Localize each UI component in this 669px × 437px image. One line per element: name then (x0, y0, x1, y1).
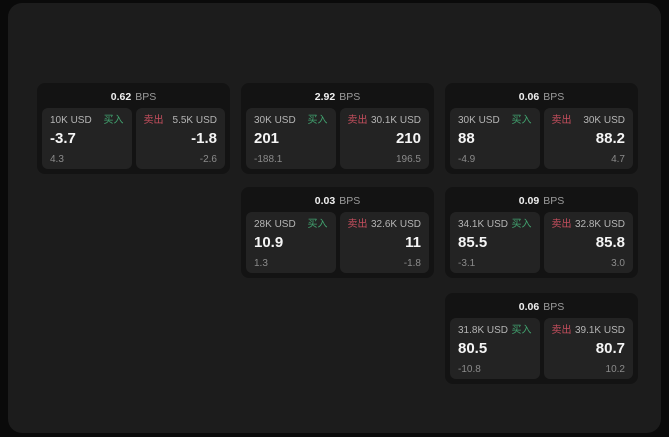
sell-quote-tile[interactable]: 卖出 32.8K USD 85.8 3.0 (543, 212, 633, 273)
buy-delta: -4.9 (458, 154, 476, 165)
buy-quote-tile[interactable]: 34.1K USD 买入 85.5 -3.1 (450, 212, 540, 273)
sell-amount: 30K USD (583, 115, 625, 126)
sell-price: 80.7 (595, 340, 625, 357)
bps-unit-label: BPS (543, 195, 565, 207)
bps-header: 0.06 BPS (450, 88, 633, 108)
bps-value: 0.03 (314, 195, 336, 207)
sell-amount: 32.6K USD (370, 219, 421, 230)
sell-delta: -2.6 (199, 154, 217, 165)
buy-side-label: 买入 (511, 115, 532, 126)
buy-price: 80.5 (458, 340, 488, 357)
sell-side-label: 卖出 (143, 115, 164, 126)
buy-price: 88 (458, 130, 475, 147)
bps-header: 0.03 BPS (246, 192, 429, 212)
bps-value: 0.06 (518, 91, 540, 103)
quote-card: 0.09 BPS 34.1K USD 买入 85.5 -3.1 卖出 32.8K … (445, 187, 638, 278)
quote-card-body: 30K USD 买入 88 -4.9 卖出 30K USD 88.2 4.7 (450, 108, 633, 169)
sell-quote-tile[interactable]: 卖出 30.1K USD 210 196.5 (339, 108, 429, 169)
buy-quote-tile[interactable]: 30K USD 买入 201 -188.1 (246, 108, 336, 169)
buy-delta: 1.3 (254, 258, 268, 269)
buy-delta: -3.1 (458, 258, 476, 269)
sell-amount: 30.1K USD (370, 115, 421, 126)
sell-price: -1.8 (191, 130, 217, 147)
sell-price: 85.8 (595, 234, 625, 251)
sell-delta: 196.5 (395, 154, 421, 165)
sell-price: 88.2 (595, 130, 625, 147)
buy-quote-tile[interactable]: 28K USD 买入 10.9 1.3 (246, 212, 336, 273)
buy-side-label: 买入 (307, 219, 328, 230)
buy-amount: 30K USD (254, 115, 296, 126)
quote-card: 0.06 BPS 31.8K USD 买入 80.5 -10.8 卖出 39.1K… (445, 293, 638, 384)
buy-price: 85.5 (458, 234, 488, 251)
buy-quote-tile[interactable]: 10K USD 买入 -3.7 4.3 (42, 108, 132, 169)
buy-side-label: 买入 (307, 115, 328, 126)
buy-price: -3.7 (50, 130, 76, 147)
sell-delta: 4.7 (611, 154, 625, 165)
buy-amount: 28K USD (254, 219, 296, 230)
bps-value: 0.62 (110, 91, 132, 103)
buy-delta: 4.3 (50, 154, 64, 165)
quote-card-body: 31.8K USD 买入 80.5 -10.8 卖出 39.1K USD 80.… (450, 318, 633, 379)
buy-quote-tile[interactable]: 31.8K USD 买入 80.5 -10.8 (450, 318, 540, 379)
bps-header: 0.09 BPS (450, 192, 633, 212)
bps-header: 0.06 BPS (450, 298, 633, 318)
buy-amount: 10K USD (50, 115, 92, 126)
buy-quote-tile[interactable]: 30K USD 买入 88 -4.9 (450, 108, 540, 169)
quote-card-body: 10K USD 买入 -3.7 4.3 卖出 5.5K USD -1.8 -2.… (42, 108, 225, 169)
bps-value: 2.92 (314, 91, 336, 103)
sell-amount: 5.5K USD (172, 115, 217, 126)
sell-delta: 3.0 (611, 258, 625, 269)
quote-card-body: 30K USD 买入 201 -188.1 卖出 30.1K USD 210 1… (246, 108, 429, 169)
bps-unit-label: BPS (543, 301, 565, 313)
buy-amount: 30K USD (458, 115, 500, 126)
buy-delta: -188.1 (254, 154, 283, 165)
quote-card-body: 34.1K USD 买入 85.5 -3.1 卖出 32.8K USD 85.8… (450, 212, 633, 273)
buy-price: 10.9 (254, 234, 284, 251)
buy-side-label: 买入 (103, 115, 124, 126)
quote-card: 2.92 BPS 30K USD 买入 201 -188.1 卖出 30.1K U… (241, 83, 434, 174)
sell-price: 11 (405, 234, 421, 251)
sell-quote-tile[interactable]: 卖出 30K USD 88.2 4.7 (543, 108, 633, 169)
sell-quote-tile[interactable]: 卖出 39.1K USD 80.7 10.2 (543, 318, 633, 379)
quote-card: 0.03 BPS 28K USD 买入 10.9 1.3 卖出 32.6K USD… (241, 187, 434, 278)
bps-value: 0.06 (518, 301, 540, 313)
bps-unit-label: BPS (339, 91, 361, 103)
bps-unit-label: BPS (135, 91, 157, 103)
buy-side-label: 买入 (511, 325, 532, 336)
buy-delta: -10.8 (458, 364, 481, 375)
sell-side-label: 卖出 (551, 325, 572, 336)
quote-card-body: 28K USD 买入 10.9 1.3 卖出 32.6K USD 11 -1.8 (246, 212, 429, 273)
sell-amount: 39.1K USD (574, 325, 625, 336)
bps-header: 2.92 BPS (246, 88, 429, 108)
sell-delta: 10.2 (605, 364, 625, 375)
sell-side-label: 卖出 (347, 115, 368, 126)
sell-delta: -1.8 (403, 258, 421, 269)
bps-header: 0.62 BPS (42, 88, 225, 108)
sell-price: 210 (395, 130, 421, 147)
sell-quote-tile[interactable]: 卖出 32.6K USD 11 -1.8 (339, 212, 429, 273)
bps-unit-label: BPS (543, 91, 565, 103)
quote-card: 0.62 BPS 10K USD 买入 -3.7 4.3 卖出 5.5K USD … (37, 83, 230, 174)
sell-amount: 32.8K USD (574, 219, 625, 230)
sell-side-label: 卖出 (347, 219, 368, 230)
sell-side-label: 卖出 (551, 115, 572, 126)
buy-amount: 34.1K USD (458, 219, 509, 230)
sell-side-label: 卖出 (551, 219, 572, 230)
buy-side-label: 买入 (511, 219, 532, 230)
bps-unit-label: BPS (339, 195, 361, 207)
buy-amount: 31.8K USD (458, 325, 509, 336)
buy-price: 201 (254, 130, 280, 147)
bps-value: 0.09 (518, 195, 540, 207)
sell-quote-tile[interactable]: 卖出 5.5K USD -1.8 -2.6 (135, 108, 225, 169)
quote-card: 0.06 BPS 30K USD 买入 88 -4.9 卖出 30K USD 88… (445, 83, 638, 174)
